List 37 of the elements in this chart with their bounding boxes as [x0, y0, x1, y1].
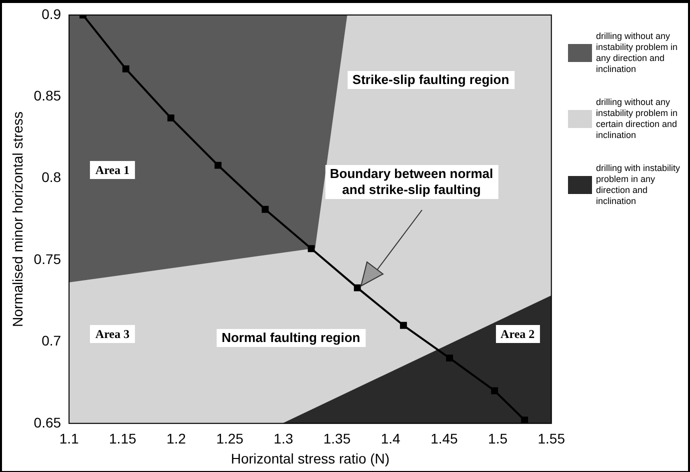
- point: [214, 162, 222, 169]
- point: [167, 114, 174, 122]
- legend-label: drilling without any instability problem in any direction and inclination: [596, 31, 679, 75]
- x-tick-label: 1.35: [323, 430, 351, 447]
- x-tick-label: 1.4: [380, 430, 401, 447]
- point: [521, 416, 528, 424]
- x-axis-title: Horizontal stress ratio (N): [230, 450, 390, 466]
- x-tick-label: 1.2: [166, 430, 186, 447]
- point: [354, 284, 361, 292]
- x-tick-label: 1.25: [216, 430, 244, 447]
- point: [400, 322, 407, 329]
- annotation: Area 3: [90, 324, 135, 343]
- point: [122, 65, 130, 72]
- y-tick-label: 0.8: [42, 169, 62, 186]
- y-axis-title: Normalised minor horizontal stress: [9, 111, 26, 327]
- annotation: Area 1: [90, 161, 135, 180]
- legend-label: drilling without any instability problem in certain direction and inclination: [596, 97, 679, 141]
- legend-label: drilling with instability problem in any direction and inclination: [596, 163, 682, 207]
- x-tick-label: 1.3: [274, 430, 294, 447]
- y-tick-label: 0.85: [34, 88, 62, 104]
- x-tick-label: 1.55: [538, 430, 566, 447]
- x-tick-label: 1.15: [109, 430, 136, 447]
- point: [446, 354, 454, 362]
- annotation: Boundary between normal and strike-slip faulting: [324, 165, 498, 200]
- y-tick-label: 0.65: [34, 414, 62, 430]
- annotation: Area 2: [496, 324, 540, 343]
- x-tick-label: 1.1: [59, 430, 79, 447]
- y-tick-label: 0.9: [42, 6, 62, 22]
- point: [491, 387, 498, 394]
- y-tick-label: 0.75: [34, 250, 62, 267]
- x-tick-label: 1.45: [430, 430, 458, 447]
- annotation: Strike-slip faulting region: [347, 71, 514, 90]
- point: [262, 206, 269, 213]
- point: [308, 245, 315, 252]
- x-tick-label: 1.5: [488, 430, 508, 447]
- annotation: Normal faulting region: [216, 328, 366, 347]
- y-tick-label: 0.7: [42, 332, 62, 349]
